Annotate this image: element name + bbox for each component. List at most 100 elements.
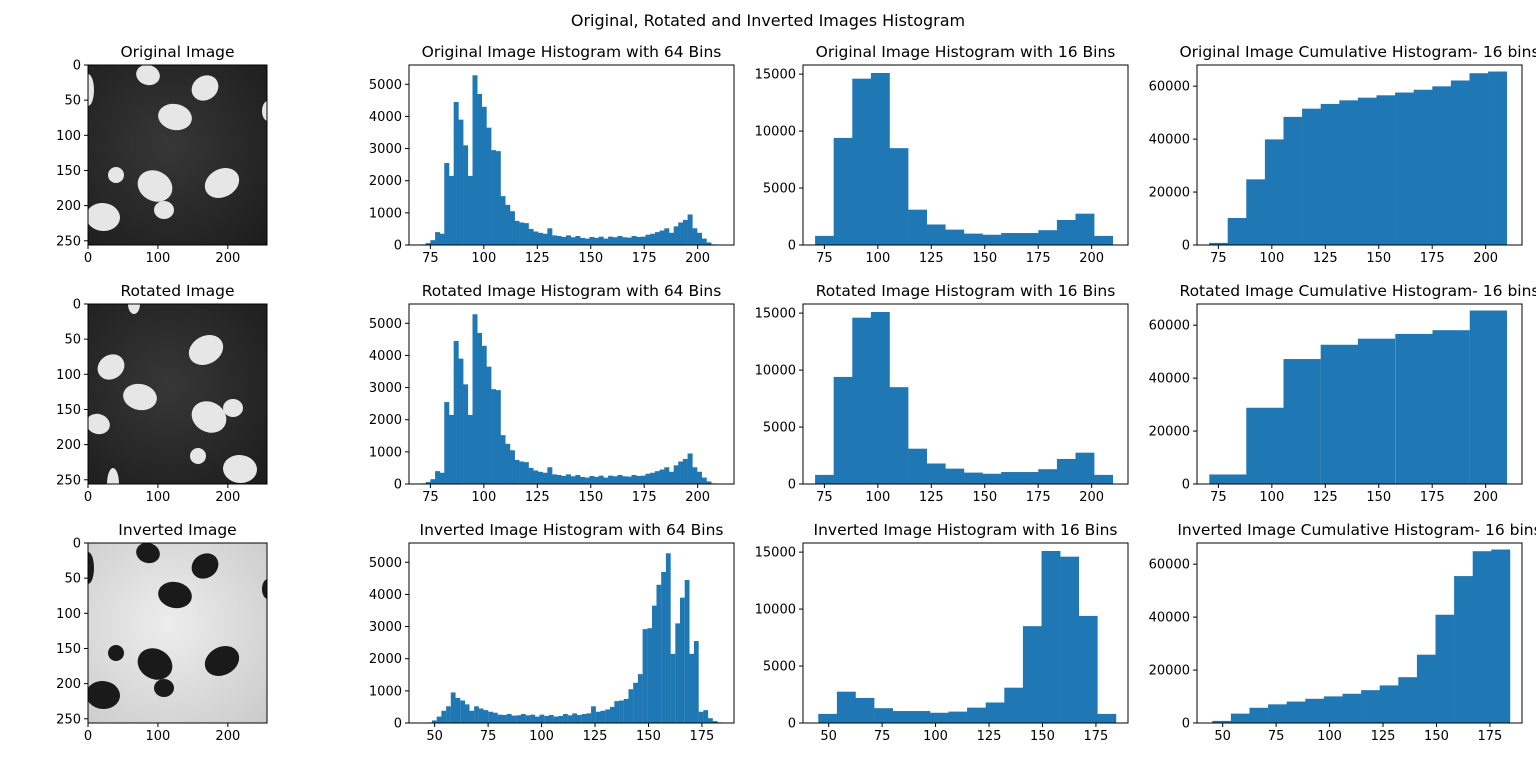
histogram-bar xyxy=(675,623,681,723)
histogram-bar xyxy=(563,714,568,723)
histogram-panel: 50 75 100 125 150 175 0 1000 2000 3000 4000 5000 Inv… xyxy=(369,521,735,744)
x-tick-label: 0 xyxy=(84,729,92,744)
y-tick-label: 10000 xyxy=(755,364,796,379)
histogram-bar xyxy=(537,232,543,245)
image-blob xyxy=(136,65,160,86)
y-tick-label: 50 xyxy=(64,94,81,109)
x-tick-label: 150 xyxy=(1030,729,1055,744)
histogram-bar xyxy=(622,237,628,245)
histogram-bar xyxy=(870,72,890,245)
histogram-bar xyxy=(659,469,665,484)
histogram-bar xyxy=(511,715,517,723)
image-blob xyxy=(108,167,124,183)
histogram-bar xyxy=(581,714,587,723)
histogram-bar xyxy=(435,471,441,484)
image-blob xyxy=(88,552,94,584)
x-tick-label: 100 xyxy=(146,490,171,505)
histogram-bar xyxy=(708,718,713,723)
x-tick-label: 200 xyxy=(1473,251,1498,266)
x-tick-label: 200 xyxy=(1473,490,1498,505)
histogram-bar xyxy=(567,715,573,723)
y-tick-label: 0 xyxy=(394,478,402,493)
y-tick-label: 15000 xyxy=(755,68,796,83)
histogram-bar xyxy=(669,232,675,245)
histogram-bar xyxy=(670,653,676,723)
histogram-bar xyxy=(425,243,431,245)
histogram-bar xyxy=(623,698,629,723)
histogram-bar xyxy=(589,236,595,245)
y-tick-label: 10000 xyxy=(755,125,796,140)
axes-frame xyxy=(1196,303,1523,485)
histogram-bar xyxy=(645,234,651,245)
histogram-bar xyxy=(1209,242,1228,245)
histogram-bar xyxy=(664,228,670,245)
histogram-bar xyxy=(605,709,610,723)
histogram-bar xyxy=(661,571,666,723)
histogram-bar xyxy=(425,482,431,484)
histogram-bar xyxy=(505,443,511,484)
histogram-bar xyxy=(591,706,596,723)
image-panel: 0 100 200 0 50 100 150 200 250 Rotated Image xyxy=(56,282,268,505)
histogram-bar xyxy=(1246,407,1284,484)
y-tick-label: 50 xyxy=(64,572,81,587)
axes-frame xyxy=(802,542,1129,724)
histogram-bar xyxy=(1209,474,1247,484)
x-tick-label: 175 xyxy=(1026,490,1051,505)
histogram-bar xyxy=(636,236,642,245)
y-tick-label: 40000 xyxy=(1149,133,1190,148)
x-tick-label: 0 xyxy=(84,490,92,505)
y-tick-label: 4000 xyxy=(369,349,402,364)
axes-title: Original Image Histogram with 64 Bins xyxy=(422,43,722,61)
histogram-bar xyxy=(444,402,450,484)
axes-title: Inverted Image Histogram with 16 Bins xyxy=(814,521,1118,539)
histogram-bar xyxy=(481,106,487,246)
x-tick-label: 175 xyxy=(1478,729,1503,744)
histogram-bar xyxy=(458,358,464,484)
histogram-bar xyxy=(514,220,520,245)
image-blob xyxy=(88,680,120,710)
histogram-bar xyxy=(486,366,492,484)
histogram-bar xyxy=(656,584,662,723)
x-tick-label: 150 xyxy=(972,251,997,266)
histogram-bar xyxy=(509,450,515,484)
histogram-bar xyxy=(926,463,946,484)
axes-title: Rotated Image Histogram with 64 Bins xyxy=(422,282,722,300)
histogram-bar xyxy=(500,196,506,245)
y-tick-label: 60000 xyxy=(1149,80,1190,95)
histogram-bar xyxy=(982,473,1002,484)
histogram-bar xyxy=(1488,71,1508,245)
x-tick-label: 125 xyxy=(525,490,550,505)
histogram-bar xyxy=(600,710,606,723)
histogram-bar xyxy=(430,240,436,245)
x-tick-label: 75 xyxy=(1210,251,1227,266)
histogram-bar xyxy=(665,553,671,723)
histogram-panel: 75 100 125 150 175 200 0 20000 40000 60000 Rotated… xyxy=(1149,282,1536,505)
histogram-bar xyxy=(706,481,712,484)
histogram-bar xyxy=(1283,359,1321,484)
histogram-bar xyxy=(815,235,834,245)
y-tick-label: 40000 xyxy=(1149,372,1190,387)
histogram-bar xyxy=(608,236,614,245)
histogram-bar xyxy=(815,474,834,484)
histogram-bar xyxy=(575,475,581,484)
x-tick-label: 75 xyxy=(422,251,439,266)
histogram-bar xyxy=(584,238,590,245)
image-blob xyxy=(204,645,240,677)
histogram-bar xyxy=(558,715,564,723)
histogram-bar xyxy=(1432,86,1452,245)
histogram-bar xyxy=(664,467,670,484)
y-tick-label: 250 xyxy=(56,712,81,727)
image-blob xyxy=(188,334,224,366)
histogram-bar xyxy=(1038,469,1058,484)
histogram-bar xyxy=(492,712,498,723)
x-tick-label: 175 xyxy=(632,251,657,266)
x-tick-label: 150 xyxy=(1366,490,1391,505)
y-tick-label: 20000 xyxy=(1149,186,1190,201)
histogram-bar xyxy=(548,714,554,723)
y-tick-label: 0 xyxy=(788,717,796,732)
histogram-bar xyxy=(594,237,600,245)
x-tick-label: 125 xyxy=(977,729,1002,744)
histogram-bar xyxy=(1432,330,1470,484)
histogram-bar xyxy=(453,101,459,245)
histogram-bar xyxy=(436,716,442,723)
